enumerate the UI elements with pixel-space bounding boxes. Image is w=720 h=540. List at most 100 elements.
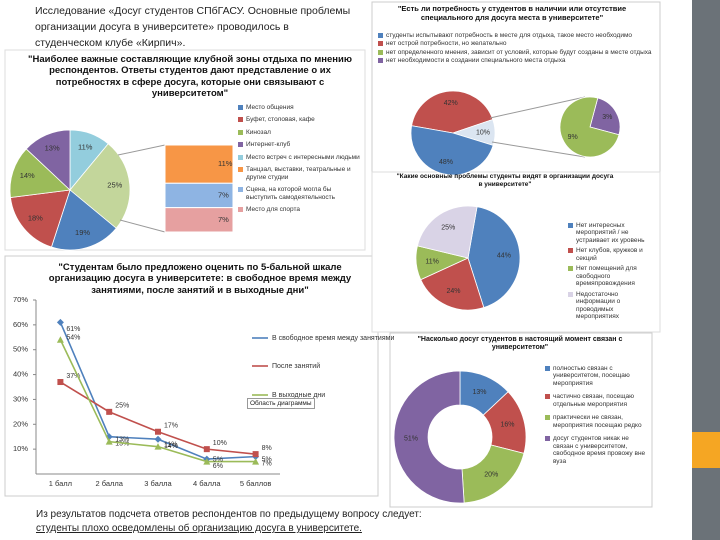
legend-swatch	[568, 223, 573, 228]
marker	[252, 458, 260, 465]
marker	[56, 318, 64, 326]
data-label: 11%	[78, 143, 93, 152]
pie-slice	[10, 189, 71, 248]
data-label: 7%	[218, 190, 229, 199]
chart-title: "Есть ли потребность у студентов в налич…	[397, 4, 627, 22]
legend: Нет интересных мероприятий / не устраива…	[568, 222, 656, 324]
legend-label: нет необходимости в создании специальног…	[386, 57, 566, 65]
data-label: 42%	[444, 100, 458, 107]
marker	[56, 336, 64, 343]
data-label: 5%	[262, 456, 272, 463]
marker	[203, 458, 211, 465]
y-tick-label: 60%	[13, 320, 28, 329]
data-label: 14%	[164, 443, 178, 450]
marker	[57, 379, 64, 386]
chart-title: "Наиболее важные составляющие клубной зо…	[27, 54, 352, 100]
legend-label: Место для спорта	[246, 206, 300, 214]
x-tick-label: 3 балла	[144, 479, 172, 488]
data-label: 5%	[213, 456, 223, 463]
legend-label: Недостаточно информации о проводимых мер…	[576, 290, 621, 321]
connector	[491, 141, 586, 158]
connector	[119, 219, 166, 233]
data-label: 10%	[213, 440, 227, 447]
pie-slice	[393, 370, 465, 504]
legend-item: Место общения	[238, 104, 363, 111]
legend-swatch	[568, 248, 573, 254]
legend-swatch	[238, 129, 243, 135]
data-label: 16%	[500, 422, 514, 429]
chart-title: "Насколько досуг студентов в настоящий м…	[417, 336, 623, 352]
legend-swatch	[238, 142, 243, 148]
data-label: 54%	[66, 335, 80, 342]
legend-label: В свободное время между занятиями	[272, 334, 394, 342]
y-tick-label: 20%	[13, 419, 28, 428]
legend-swatch	[378, 58, 383, 64]
legend-item: Буфет, столовая, кафе	[238, 116, 363, 123]
legend-item: Недостаточно информации о проводимых мер…	[568, 291, 656, 321]
data-label: 25%	[107, 181, 122, 190]
pie-slice	[9, 148, 71, 198]
legend-item: нет определенного мнения, зависит от усл…	[378, 49, 653, 56]
data-label: 11%	[164, 442, 178, 449]
legend-label: практически не связан, мероприятия посещ…	[553, 414, 642, 429]
pie-slice	[416, 205, 478, 259]
conclusion: Из результатов подсчета ответов респонде…	[36, 508, 456, 536]
legend-swatch	[545, 436, 550, 442]
pie-slice	[420, 257, 485, 311]
pie-slice	[69, 143, 131, 229]
legend-item: Место для спорта	[238, 206, 363, 213]
x-tick-label: 1 балл	[49, 479, 72, 488]
data-label: 25%	[441, 225, 455, 232]
legend-swatch	[545, 394, 550, 400]
conclusion-emphasis: студенты плохо осведомлены об организаци…	[36, 523, 362, 534]
legend-item: Интернет-клуб	[238, 141, 363, 148]
chart-title: "Какие основные проблемы студенты видят …	[396, 173, 614, 188]
legend-item: Место встреч с интересными людьми	[238, 154, 363, 161]
pie-slice	[559, 96, 620, 158]
legend: Место общения Буфет, столовая, кафе Киноза…	[238, 104, 363, 219]
legend-label: Нет интересных мероприятий / не устраива…	[576, 222, 645, 244]
legend-label: студенты испытывают потребность в месте …	[386, 32, 633, 39]
data-label: 44%	[497, 252, 511, 259]
data-label: 51%	[404, 435, 418, 442]
data-label: 8%	[262, 445, 272, 452]
data-label: 48%	[439, 159, 453, 166]
legend-item: студенты испытывают потребность в месте …	[378, 32, 653, 39]
legend-item: практически не связан, мероприятия посещ…	[545, 414, 647, 429]
conclusion-text: Из результатов подсчета ответов респонде…	[36, 509, 422, 520]
pie-slice	[411, 90, 494, 134]
legend-label: Место общения	[246, 104, 294, 111]
legend: полностью связан с университетом, посеща…	[545, 365, 647, 471]
chart-title: "Студентам было предложено оценить по 5-…	[48, 262, 352, 296]
legend-label: Нет помещений для свободного времяпровож…	[576, 265, 637, 288]
data-label: 18%	[28, 214, 43, 223]
marker	[155, 428, 161, 435]
connector	[117, 144, 166, 156]
x-tick-label: 4 балла	[193, 479, 221, 488]
legend-label: досуг студентов никак не связан с универ…	[553, 435, 646, 465]
pie-slice	[467, 206, 521, 309]
pie-slice	[50, 189, 117, 251]
legend-label: Нет клубов, кружков и секций	[576, 247, 643, 262]
legend-label: После занятий	[272, 362, 320, 370]
y-tick-label: 10%	[13, 444, 28, 453]
legend-item: досуг студентов никак не связан с универ…	[545, 435, 647, 465]
pie-slice	[410, 125, 494, 176]
legend-item: частично связан, посещаю отдельные мероп…	[545, 393, 647, 408]
pie-slice	[589, 97, 621, 136]
legend-label: нет острой потребности, но желательно	[386, 40, 507, 48]
legend-item: Кинозал	[238, 129, 363, 136]
marker	[203, 446, 210, 453]
legend-swatch	[238, 187, 243, 193]
legend-label: полностью связан с университетом, посеща…	[553, 365, 630, 387]
legend-label: частично связан, посещаю отдельные мероп…	[553, 393, 635, 408]
legend-label: Буфет, столовая, кафе	[246, 116, 315, 124]
y-tick-label: 50%	[13, 345, 28, 354]
data-label: 17%	[164, 423, 178, 430]
data-label: 13%	[115, 437, 129, 444]
legend-label: Танцзал, выставки, театральные и другие …	[246, 166, 351, 181]
legend-item: Нет интересных мероприятий / не устраива…	[568, 222, 656, 244]
legend-label: В выходные дни	[272, 392, 325, 399]
